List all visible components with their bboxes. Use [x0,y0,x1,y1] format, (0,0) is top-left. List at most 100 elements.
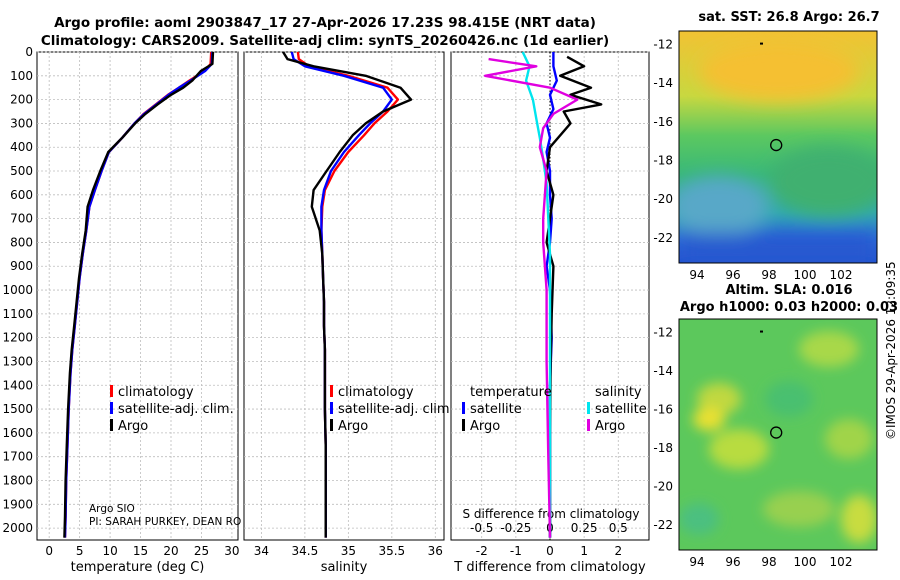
legend-swatch [110,419,113,431]
legend-swatch [462,402,465,414]
x-tick-label: 5 [76,544,84,558]
x-tick-label: 36 [428,544,443,558]
legend-label: climatology [118,385,194,400]
argo-footnote-line2: PI: SARAH PURKEY, DEAN RO [89,516,241,528]
map-lon-tick-label: 102 [830,555,853,569]
legend-swatch [462,419,465,431]
map-lon-tick-label: 98 [761,268,776,282]
legend-swatch [587,419,590,431]
map-lon-tick-label: 96 [725,555,740,569]
depth-tick-label: 0 [25,45,33,59]
x-tick-label: 30 [224,544,239,558]
x-tick-label: 34 [254,544,269,558]
x-tick-label: -1 [510,544,522,558]
map-frame [678,30,878,264]
legend-label: Argo [470,419,500,434]
x-tick-label: 15 [133,544,148,558]
map-lat-tick-label: -16 [653,115,673,129]
sla-anomaly-patch [841,495,877,543]
legend-label: satellite [470,402,522,417]
x-tick-label: -2 [476,544,488,558]
map-lat-tick-label: -22 [653,518,673,532]
map-lat-tick-label: -18 [653,441,673,455]
x-tick-label: 1 [580,544,588,558]
x-tick-label: 2 [614,544,622,558]
depth-tick-label: 800 [10,235,33,249]
sst-warm-patch [699,41,859,101]
map-lon-tick-label: 96 [725,268,740,282]
argo-footnote-line1: Argo SIO [89,503,135,515]
map-lat-tick-label: -22 [653,231,673,245]
panel-frame [36,51,239,541]
sla-anomaly-patch [697,383,741,415]
map-lat-tick-label: -20 [653,479,673,493]
x-axis-label: temperature (deg C) [71,560,205,575]
sst-south-band [679,233,877,263]
map-lat-tick-label: -12 [653,38,673,52]
x2-tick-label: 0.25 [571,521,598,535]
map-lat-tick-label: -20 [653,192,673,206]
legend-swatch [330,385,333,397]
map-lat-tick-label: -14 [653,364,673,378]
map-field [679,31,877,263]
map-lon-tick-label: 102 [830,268,853,282]
depth-tick-label: 500 [10,164,33,178]
map-lon-tick-label: 100 [794,555,817,569]
x-tick-label: 35 [341,544,356,558]
x-tick-label: 25 [194,544,209,558]
x-tick-label: 20 [163,544,178,558]
x-tick-label: 0 [546,544,554,558]
sla-anomaly-patch [709,429,769,469]
depth-tick-label: 300 [10,116,33,130]
sla-anomaly-patch [679,503,719,535]
x-tick-label: 35.5 [378,544,405,558]
depth-tick-label: 400 [10,140,33,154]
legend-salinity-header: salinity [595,385,642,400]
sla-anomaly-patch [799,331,859,367]
depth-tick-label: 1100 [2,307,33,321]
profile-location-marker [770,138,783,152]
sst-map-title: sat. SST: 26.8 Argo: 26.7 [698,10,880,25]
chart-title-line2: Climatology: CARS2009. Satellite-adj cli… [40,33,610,49]
profile-panel-2: 34 34.5 35 35.5 36 salinity climatology satelli… [243,51,454,575]
altimetry-sla-map: 94 96 98 100 102 -12 -14 -16 -18 -20 -22 [653,318,878,569]
x-tick-label: 34.5 [292,544,319,558]
sst-cool-patch [679,176,769,236]
depth-tick-label: 1700 [2,450,33,464]
legend-label: Argo [595,419,625,434]
depth-tick-label: 1200 [2,331,33,345]
x2-tick-label: 0.5 [609,521,628,535]
depth-tick-label: 900 [10,259,33,273]
sla-map-title-line2: Argo h1000: 0.03 h2000: 0.03 [679,300,899,315]
legend-swatch [587,402,590,414]
legend-swatch [330,419,333,431]
sla-map-title-line1: Altim. SLA: 0.016 [725,283,853,298]
depth-tick-label: 100 [10,69,33,83]
depth-tick-label: 1600 [2,426,33,440]
x-tick-label: 10 [102,544,117,558]
series-line-argo [63,51,215,538]
map-lat-tick-label: -16 [653,402,673,416]
sst-green-patch [769,146,877,216]
profile-location-marker [770,426,783,439]
island-marker [760,330,763,333]
map-lon-tick-label: 98 [761,555,776,569]
chart-title-line1: Argo profile: aoml 2903847_17 27-Apr-202… [54,15,596,31]
map-lon-tick-label: 94 [689,555,704,569]
sla-structure [679,331,877,543]
legend-label: satellite-adj. clim. [338,402,454,417]
legend-swatch [110,402,113,414]
sla-anomaly-patch [825,419,873,459]
profile-panel-1: 0100200300400500600700800900100011001200… [2,45,241,575]
legend-label: Argo [338,419,368,434]
depth-tick-label: 1000 [2,283,33,297]
legend-temperature-header: temperature [470,385,552,400]
map-frame [678,318,878,551]
x-axis-label: T difference from climatology [453,560,646,575]
x-axis-label: salinity [321,560,368,575]
series-line-s-argo [483,57,579,538]
depth-tick-label: 600 [10,188,33,202]
depth-tick-label: 1800 [2,473,33,487]
